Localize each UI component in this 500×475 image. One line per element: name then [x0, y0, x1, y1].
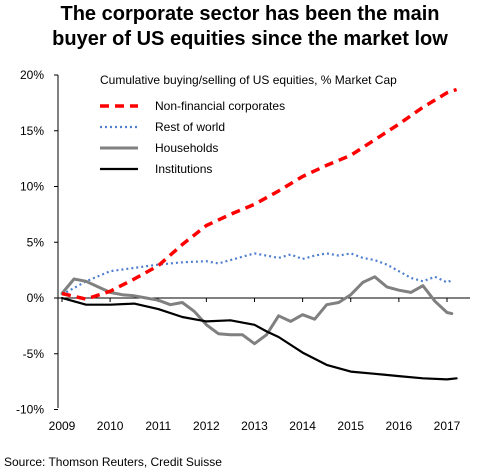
series-line-rest-of-world	[61, 252, 453, 296]
axes: 20% 15% 10% 5% 0% -5% -10% 2009 2010 2011 2012 2013…	[16, 68, 470, 433]
chart-title: The corporate sector has been the main b…	[0, 2, 500, 52]
x-tick-label: 2013	[241, 419, 268, 433]
legend-label: Institutions	[155, 162, 212, 176]
series-line-households	[60, 275, 454, 346]
y-tick-label: -10%	[16, 403, 44, 417]
series-lines	[60, 87, 458, 381]
title-line-1: The corporate sector has been the main	[60, 3, 440, 25]
x-tick-label: 2012	[193, 419, 220, 433]
x-tick-label: 2014	[289, 419, 316, 433]
source-note: Source: Thomson Reuters, Credit Suisse	[4, 455, 222, 469]
legend-label: Households	[155, 141, 218, 155]
chart-subtitle: Cumulative buying/selling of US equities…	[100, 73, 397, 87]
series-line-institutions	[60, 296, 458, 381]
series-line-non-financial-corporates	[61, 87, 458, 301]
title-line-2: buyer of US equities since the market lo…	[52, 28, 448, 50]
y-tick-label: 0%	[27, 291, 45, 305]
y-tick-label: 5%	[27, 235, 45, 249]
x-tick-label: 2009	[49, 419, 76, 433]
x-tick-label: 2017	[434, 419, 461, 433]
x-tick-label: 2015	[337, 419, 364, 433]
x-tick-label: 2010	[97, 419, 124, 433]
x-tick-label: 2016	[386, 419, 413, 433]
y-tick-label: 20%	[20, 68, 44, 82]
x-tick-label: 2011	[145, 419, 171, 433]
legend: Non-financial corporates Rest of world Hou…	[100, 99, 285, 176]
y-tick-label: 15%	[20, 124, 44, 138]
legend-label: Non-financial corporates	[155, 99, 285, 113]
y-tick-label: -5%	[23, 347, 45, 361]
y-tick-label: 10%	[20, 180, 44, 194]
legend-label: Rest of world	[155, 120, 225, 134]
